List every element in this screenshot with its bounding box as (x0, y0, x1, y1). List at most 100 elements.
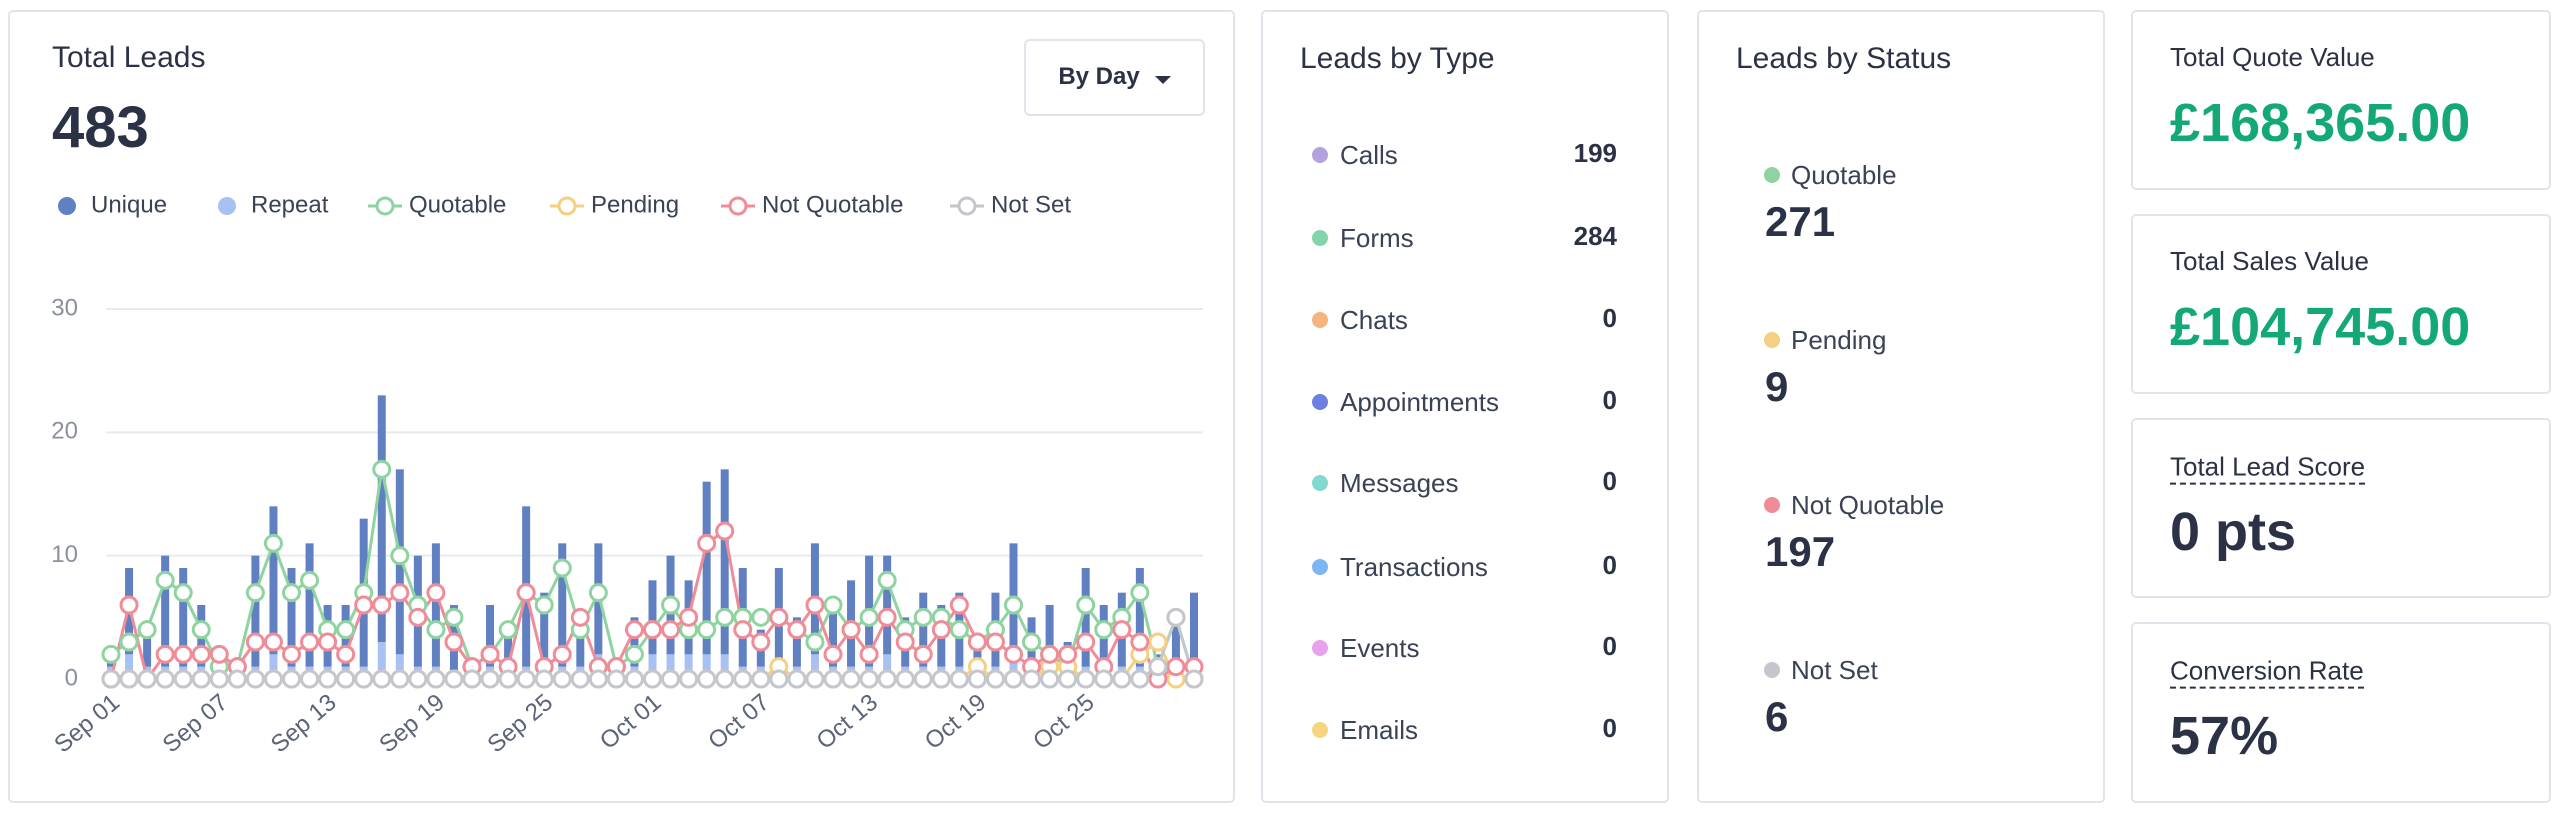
point (516, 669, 536, 689)
point (336, 669, 356, 689)
point (552, 644, 572, 664)
x-tick-label: Sep 13 (266, 689, 342, 759)
point (1040, 669, 1060, 689)
type-value: 0 (1602, 466, 1617, 496)
kpi-label: Total Quote Value (2170, 42, 2375, 72)
point (624, 620, 644, 640)
point (913, 607, 933, 627)
color-dot (1764, 167, 1780, 183)
type-label: Transactions (1340, 552, 1488, 582)
point (1166, 607, 1186, 627)
bar (684, 654, 693, 679)
kpi-card (2131, 10, 2551, 190)
legend-marker (957, 196, 977, 216)
point (173, 644, 193, 664)
bar (810, 654, 819, 679)
leads-by-type-card (1261, 10, 1669, 803)
legend-label: Quotable (409, 191, 506, 218)
bar (125, 654, 134, 679)
point (1004, 644, 1023, 664)
kpi-label: Total Sales Value (2170, 246, 2369, 276)
y-tick-label: 30 (51, 294, 78, 321)
point (1130, 632, 1150, 652)
y-tick-label: 20 (51, 418, 78, 445)
point (985, 669, 1005, 689)
point (949, 669, 969, 689)
point (318, 669, 338, 689)
x-tick-label: Sep 19 (374, 689, 450, 759)
point (1130, 583, 1150, 603)
point (1148, 632, 1168, 652)
point (245, 583, 265, 603)
point (173, 583, 193, 603)
point (101, 644, 121, 664)
point (282, 583, 301, 603)
point (606, 669, 626, 689)
point (552, 669, 572, 689)
bar (702, 654, 711, 679)
status-label: Quotable (1791, 160, 1897, 190)
kpi-value: 57% (2170, 706, 2279, 766)
point (588, 583, 608, 603)
point (787, 669, 807, 689)
point (1166, 657, 1186, 677)
color-dot (1312, 230, 1328, 246)
point (534, 595, 554, 615)
type-value: 0 (1602, 713, 1617, 743)
legend-marker (58, 197, 76, 215)
point (480, 669, 500, 689)
point (336, 644, 356, 664)
total-value: 483 (52, 95, 149, 160)
legend-label: Unique (91, 191, 167, 218)
type-label: Calls (1340, 140, 1398, 170)
point (426, 669, 446, 689)
point (245, 669, 265, 689)
point (949, 595, 969, 615)
bar (377, 642, 386, 679)
point (769, 607, 789, 627)
point (300, 669, 320, 689)
point (390, 669, 410, 689)
point (805, 595, 825, 615)
by-day-button[interactable] (1024, 39, 1205, 116)
x-tick-label: Oct 25 (1028, 689, 1100, 755)
button-label[interactable]: By Day (1058, 63, 1140, 90)
point (697, 669, 717, 689)
x-tick-label: Sep 07 (158, 689, 234, 759)
color-dot (1312, 147, 1328, 163)
card-title: Leads by Type (1300, 42, 1495, 75)
bar (919, 592, 928, 667)
status-label: Not Quotable (1791, 490, 1945, 520)
bar (431, 543, 440, 667)
color-dot (1312, 640, 1328, 656)
card-title: Total Leads (52, 41, 206, 74)
kpi-label: Total Lead Score (2170, 454, 2366, 485)
kpi-card (2131, 418, 2551, 598)
point (444, 632, 464, 652)
point (715, 521, 735, 541)
point (661, 620, 681, 640)
point (805, 669, 825, 689)
point (1184, 669, 1204, 689)
bar (666, 654, 675, 679)
type-value: 0 (1602, 631, 1617, 661)
point (173, 669, 193, 689)
kpi-card (2131, 622, 2551, 803)
type-label: Appointments (1340, 387, 1499, 417)
bar (179, 568, 188, 667)
point (155, 644, 175, 664)
point (570, 607, 590, 627)
point (209, 669, 229, 689)
point (426, 583, 446, 603)
bar (305, 543, 314, 667)
bar (630, 617, 639, 667)
point (1112, 620, 1132, 640)
color-dot (1312, 475, 1328, 491)
dropdown-caret (1155, 76, 1171, 84)
bar (486, 605, 495, 667)
point (787, 620, 807, 640)
point (498, 669, 518, 689)
point (119, 595, 139, 615)
point (191, 644, 211, 664)
type-label: Chats (1340, 305, 1408, 335)
